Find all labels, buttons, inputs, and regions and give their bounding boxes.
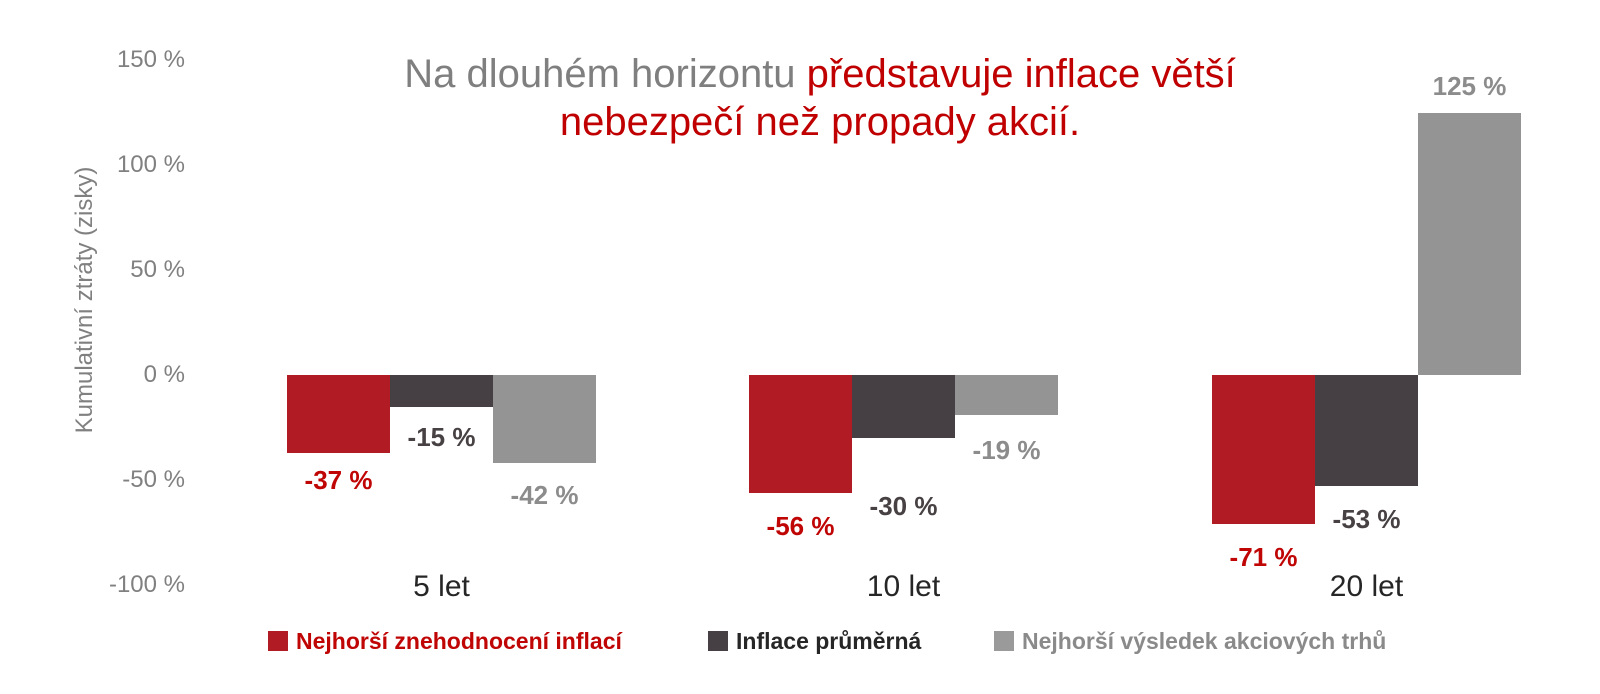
legend-label: Nejhorší znehodnocení inflací [296,628,622,654]
legend-label: Nejhorší výsledek akciových trhů [1022,628,1387,654]
bar-data-label: 125 % [1432,71,1507,101]
bar-inflation-worst-5-let [287,375,390,453]
chart-title-red-text-line-1: představuje inflace větší [806,52,1236,96]
bar-data-label: -53 % [1332,504,1401,534]
y-axis-tick-label: -50 % [122,466,185,493]
bar-inflation-average-5-let [390,375,493,407]
bar-data-label: -56 % [766,511,835,541]
bar-inflation-average-10-let [852,375,955,438]
bar-data-label: -37 % [304,465,373,495]
chart-title: Na dlouhém horizontu představuje inflace… [320,50,1320,146]
chart-title-red-text-line-2: nebezpečí než propady akcií. [559,100,1081,144]
legend-swatch [708,631,728,651]
chart-title-line-1: Na dlouhém horizontu představuje inflace… [320,50,1320,98]
y-axis-tick-label: 150 % [116,46,185,73]
legend-swatch [994,631,1014,651]
bar-inflation-worst-10-let [749,375,852,493]
y-axis-tick-label: 50 % [130,256,185,283]
bar-data-label: -15 % [407,422,476,452]
y-axis-tick-label: -100 % [108,571,185,598]
x-axis-category-label: 10 let [866,570,941,603]
bar-data-label: -42 % [510,480,579,510]
bar-inflation-worst-20-let [1212,375,1315,525]
bar-equity-worst-20-let [1418,112,1521,375]
bar-data-label: -19 % [972,435,1041,465]
legend-label: Inflace průměrná [736,628,922,654]
bar-equity-worst-10-let [955,375,1058,415]
legend-swatch [268,631,288,651]
y-axis-tick-label: 0 % [143,361,185,388]
chart-title-gray-text: Na dlouhém horizontu [404,52,807,96]
x-axis-category-label: 20 let [1329,570,1404,603]
bar-equity-worst-5-let [493,375,596,464]
bar-data-label: -71 % [1229,542,1298,572]
bar-inflation-average-20-let [1315,375,1418,487]
bar-data-label: -30 % [869,491,938,521]
x-axis-category-label: 5 let [413,570,470,603]
y-axis-tick-label: 100 % [116,151,185,178]
y-axis-title: Kumulativní ztráty (zisky) [71,166,98,434]
